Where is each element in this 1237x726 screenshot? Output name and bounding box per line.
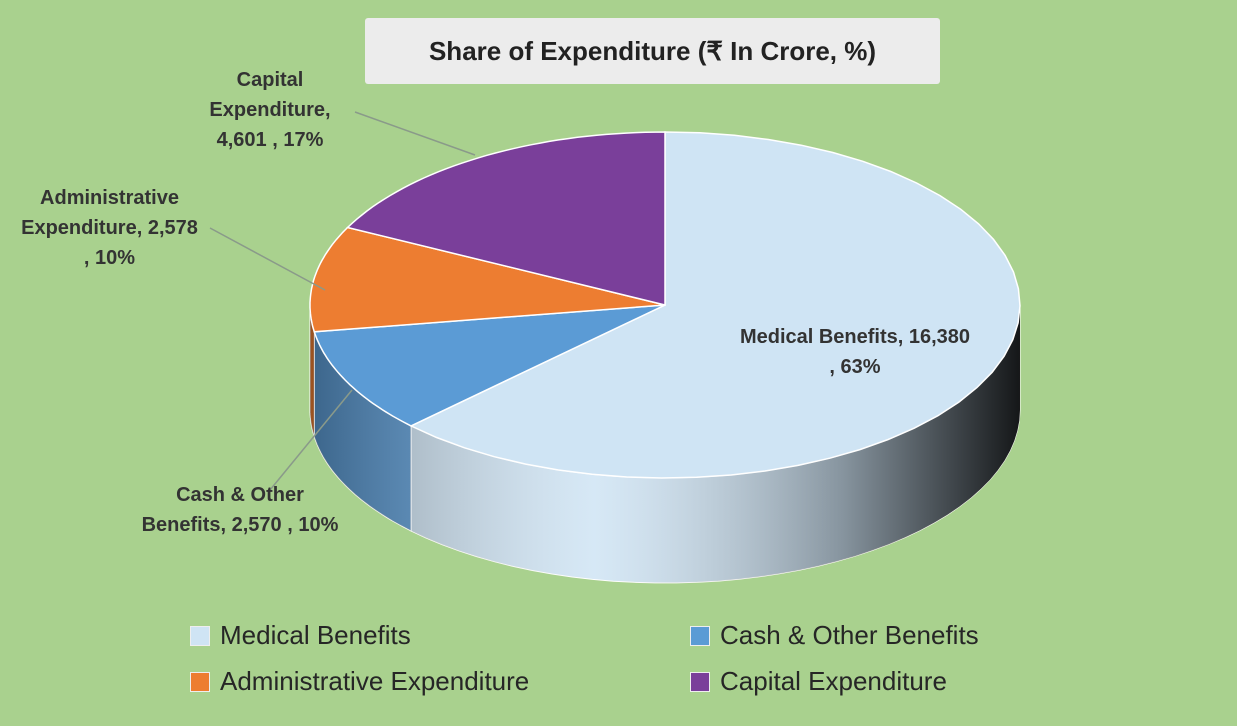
legend-label: Medical Benefits bbox=[220, 620, 411, 650]
slice-side-shade bbox=[314, 331, 411, 531]
slice-side-shade bbox=[310, 305, 315, 437]
data-label: Capital Expenditure, 4,601 , 17% bbox=[209, 69, 331, 151]
legend-swatch bbox=[690, 625, 710, 646]
legend-label: Administrative Expenditure bbox=[220, 666, 530, 696]
leader-line bbox=[269, 389, 353, 491]
legend-label: Capital Expenditure bbox=[720, 666, 947, 696]
slice bbox=[313, 304, 666, 427]
legend-swatch bbox=[190, 625, 210, 646]
data-label: Cash & Other Benefits, 2,570 , 10% bbox=[141, 484, 339, 536]
data-label: Administrative Expenditure, 2,578 , 10% bbox=[21, 187, 198, 269]
legend-swatch bbox=[690, 671, 710, 692]
slice bbox=[409, 131, 1021, 479]
legend-item: Capital Expenditure bbox=[690, 666, 947, 697]
pie-sides bbox=[309, 304, 1021, 584]
legend-item: Administrative Expenditure bbox=[190, 666, 529, 697]
legend-label: Cash & Other Benefits bbox=[720, 620, 979, 650]
data-label: Medical Benefits, 16,380 , 63% bbox=[739, 326, 971, 378]
slice-side-shade bbox=[411, 305, 1020, 583]
leader-line bbox=[354, 111, 476, 156]
chart-title: Share of Expenditure (₹ In Crore, %) bbox=[365, 18, 940, 84]
leader-line bbox=[209, 227, 326, 291]
legend-swatch bbox=[190, 671, 210, 692]
slice bbox=[309, 226, 666, 333]
slice bbox=[346, 131, 666, 306]
legend-item: Cash & Other Benefits bbox=[690, 620, 979, 651]
legend-item: Medical Benefits bbox=[190, 620, 411, 651]
